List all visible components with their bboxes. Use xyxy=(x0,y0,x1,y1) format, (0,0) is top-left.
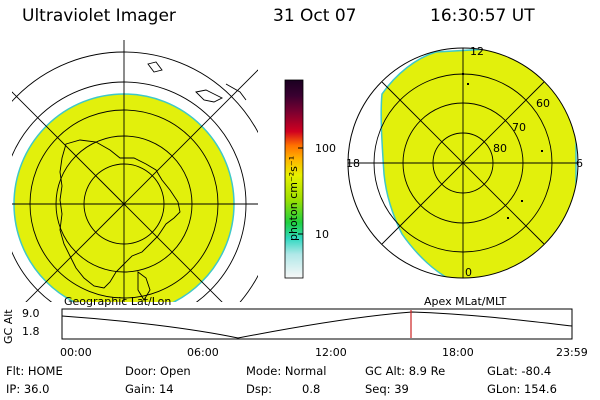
timeline-right-title: Apex MLat/MLT xyxy=(424,295,507,308)
status-flt: Flt: HOME xyxy=(6,364,63,378)
status-glat: GLat: -80.4 xyxy=(487,364,552,378)
status-mode: Mode: Normal xyxy=(246,364,327,378)
date-label: 31 Oct 07 xyxy=(273,6,357,26)
status-gain: Gain: 14 xyxy=(125,382,174,396)
mlat-label-70: 70 xyxy=(512,121,526,134)
status-gc-alt: GC Alt: 8.9 Re xyxy=(365,364,446,378)
colorbar-tick-100: 100 xyxy=(315,142,336,155)
status-dsp-value: 0.8 xyxy=(302,382,321,396)
colorbar xyxy=(284,79,304,279)
status-glon: GLon: 154.6 xyxy=(487,382,557,396)
timeline-axis-label: GC Alt xyxy=(2,309,15,344)
colorbar-unit-label: photon cm⁻²s⁻¹ xyxy=(287,155,300,241)
status-door: Door: Open xyxy=(125,364,191,378)
mlat-label-80: 80 xyxy=(493,142,507,155)
timeline-y-max: 9.0 xyxy=(22,307,40,320)
altitude-curve xyxy=(61,311,573,339)
timeline-y-min: 1.8 xyxy=(22,325,40,338)
status-dsp-label: Dsp: xyxy=(246,382,273,396)
app-title: Ultraviolet Imager xyxy=(22,6,176,26)
x-tick-0600: 06:00 xyxy=(187,346,219,359)
status-seq: Seq: 39 xyxy=(365,382,409,396)
x-tick-2359: 23:59 xyxy=(556,346,588,359)
colorbar-tick-10: 10 xyxy=(315,228,329,241)
mlat-label-60: 60 xyxy=(536,97,550,110)
mlt-label-0: 0 xyxy=(465,266,472,279)
timeline-left-title: Geographic Lat/Lon xyxy=(64,295,172,308)
mlt-label-12: 12 xyxy=(470,45,484,58)
mlt-label-6: 6 xyxy=(576,157,583,170)
time-label: 16:30:57 UT xyxy=(430,6,535,26)
mlt-label-18: 18 xyxy=(346,157,360,170)
status-ip: IP: 36.0 xyxy=(6,382,50,396)
x-tick-0000: 00:00 xyxy=(60,346,92,359)
continent-outline xyxy=(59,139,181,289)
altitude-timeline xyxy=(61,308,573,340)
polar-image xyxy=(347,47,579,279)
x-tick-1200: 12:00 xyxy=(315,346,347,359)
geographic-image xyxy=(12,40,258,302)
x-tick-1800: 18:00 xyxy=(442,346,474,359)
